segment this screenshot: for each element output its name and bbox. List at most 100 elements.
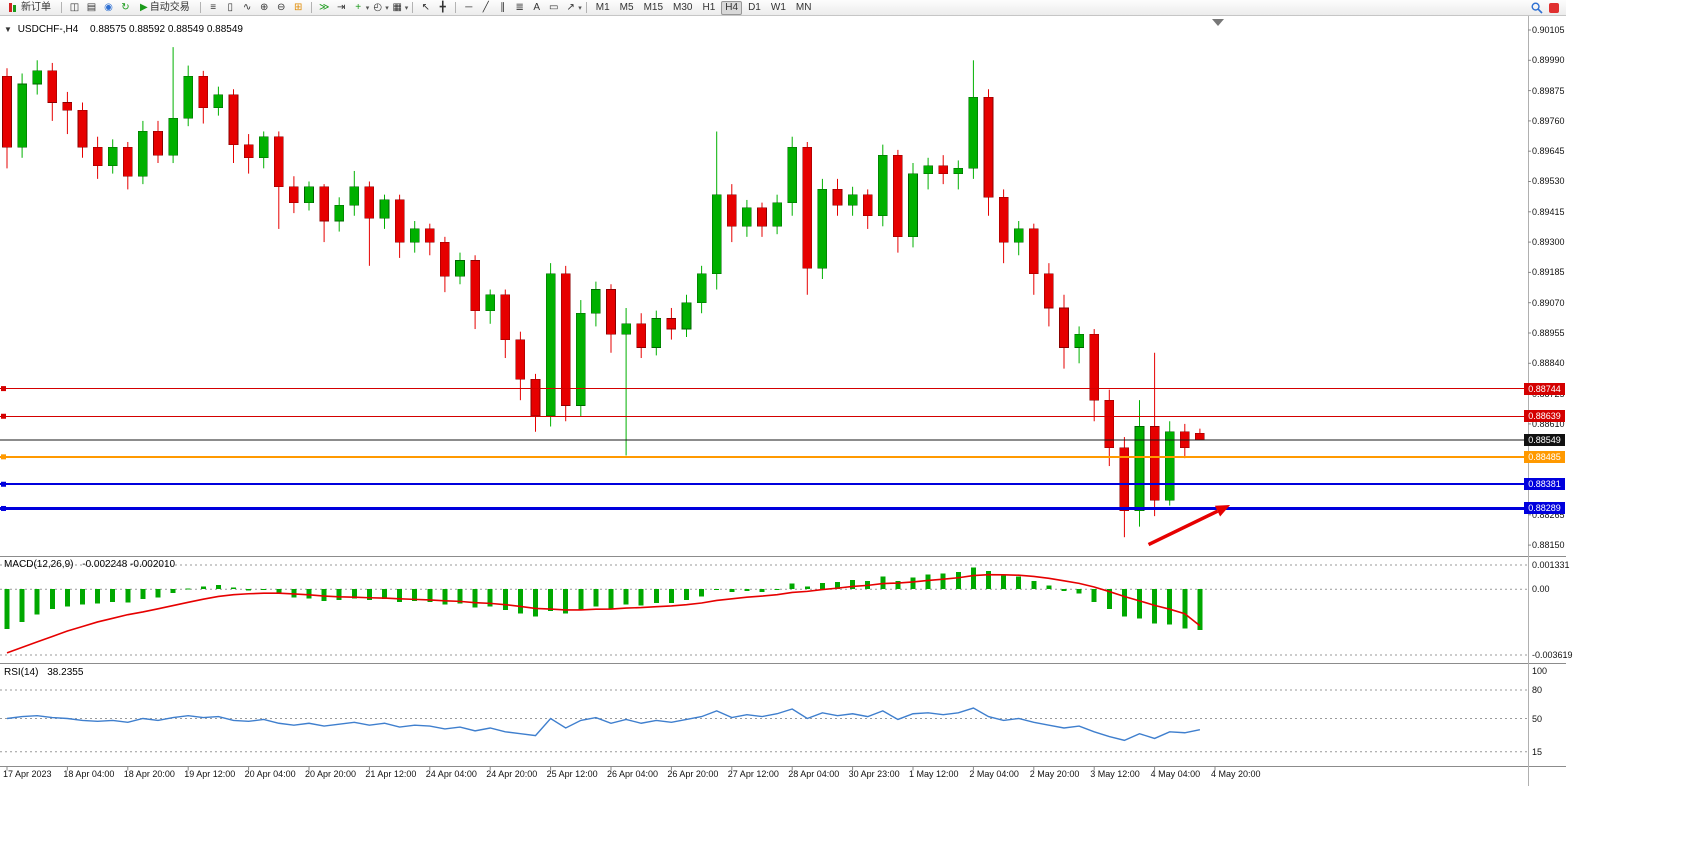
timeframe-m1[interactable]: M1: [595, 2, 610, 13]
chart-plot-area[interactable]: [0, 16, 1566, 786]
macd-histogram-bar: [668, 589, 674, 603]
profile-icon[interactable]: ◉: [104, 2, 113, 13]
macd-histogram-bar: [835, 581, 840, 590]
price-tick-label: 0.89530: [1532, 176, 1565, 187]
candle-body: [908, 173, 918, 238]
level-handle[interactable]: [1, 505, 6, 511]
rsi-axis-label: 50: [1532, 713, 1543, 724]
rsi-indicator-header: RSI(14) 38.2355: [4, 667, 83, 678]
toolbar-separator: [412, 2, 414, 13]
trendline-icon[interactable]: ╱: [482, 2, 489, 13]
candle-body: [696, 273, 707, 303]
candle-body: [470, 260, 480, 311]
crosshair-icon[interactable]: ╋: [439, 2, 446, 13]
templates-icon[interactable]: ▦: [392, 2, 402, 13]
candle-body: [62, 102, 73, 111]
candle-body: [289, 186, 299, 203]
macd-histogram-bar: [744, 589, 750, 592]
price-tick-label: 0.89300: [1532, 237, 1565, 248]
search-icon[interactable]: [1529, 1, 1544, 15]
timeframe-h1[interactable]: H1: [702, 2, 716, 13]
toolbar-separator: [61, 2, 62, 13]
chart-window-icon[interactable]: ◫: [69, 2, 80, 13]
level-handle[interactable]: [1, 386, 6, 392]
macd-signal-line: [6, 573, 1201, 654]
macd-axis-label: 0.00: [1532, 584, 1550, 595]
candlestick-chart-icon[interactable]: ▯: [227, 2, 233, 13]
timeframe-w1[interactable]: W1: [770, 2, 786, 13]
candle-body: [258, 136, 269, 159]
candle-body: [666, 318, 677, 330]
chart-shift-icon[interactable]: ⇥: [337, 2, 346, 13]
chevron-down-icon[interactable]: ▾: [385, 4, 389, 12]
price-badge-0.88289: 0.88289: [1524, 502, 1565, 515]
notification-badge[interactable]: [1549, 2, 1559, 13]
chevron-down-icon[interactable]: ▾: [404, 4, 409, 12]
macd-histogram-bar: [623, 589, 629, 605]
play-icon: ▶: [140, 2, 148, 13]
one-click-trading-toggle[interactable]: ▼: [4, 25, 12, 34]
candle-body: [198, 75, 209, 109]
timeframe-m15[interactable]: M15: [643, 2, 664, 13]
channel-icon[interactable]: ∥: [500, 2, 506, 13]
fibonacci-icon[interactable]: ≣: [515, 2, 524, 13]
candle-body: [485, 294, 496, 311]
chart-shift-marker[interactable]: [1212, 19, 1224, 26]
candle-body: [923, 165, 933, 174]
candle-body: [1195, 432, 1205, 441]
macd-histogram-bar: [986, 571, 991, 590]
chevron-down-icon[interactable]: ▾: [578, 4, 582, 12]
macd-histogram-bar: [246, 589, 252, 591]
candle-body: [1059, 307, 1069, 348]
time-label: 17 Apr 2023: [3, 769, 52, 779]
time-label: 20 Apr 20:00: [305, 769, 357, 779]
refresh-icon[interactable]: ↻: [121, 2, 130, 13]
auto-scroll-icon[interactable]: ≫: [318, 2, 330, 13]
timeframe-m30[interactable]: M30: [673, 2, 693, 13]
arrows-tool-icon[interactable]: ↗: [566, 2, 575, 13]
candle-body: [77, 110, 88, 148]
level-handle[interactable]: [1, 413, 6, 419]
macd-histogram-bar: [578, 589, 584, 611]
timeframe-mn[interactable]: MN: [795, 2, 812, 13]
annotation-arrow[interactable]: [1147, 509, 1219, 547]
new-order-button[interactable]: 新订单: [4, 1, 56, 15]
time-label: 24 Apr 20:00: [486, 769, 538, 779]
level-handle[interactable]: [1, 481, 6, 487]
horizontal-line-icon[interactable]: ─: [465, 2, 473, 13]
periods-icon[interactable]: ◴: [373, 2, 383, 13]
tile-windows-icon[interactable]: ⊞: [294, 2, 303, 13]
toolbar-separator: [310, 2, 312, 13]
text-tool-button[interactable]: A: [533, 2, 541, 13]
time-label: 4 May 20:00: [1211, 769, 1261, 779]
level-handle[interactable]: [1, 454, 6, 460]
bar-chart-icon[interactable]: ≡: [210, 2, 217, 13]
candle-body: [1074, 334, 1084, 348]
cursor-icon[interactable]: ↖: [421, 2, 430, 13]
price-tick-label: 0.90105: [1532, 25, 1565, 35]
text-label-icon[interactable]: ▭: [549, 2, 559, 13]
candle-body: [1044, 273, 1054, 309]
chevron-down-icon[interactable]: ▾: [365, 4, 370, 12]
timeframe-h4[interactable]: H4: [721, 0, 743, 15]
macd-histogram-bar: [49, 589, 55, 610]
candle-body: [575, 312, 586, 406]
macd-histogram-bar: [548, 589, 554, 612]
price-tick-label: 0.89070: [1532, 297, 1565, 308]
timeframe-d1[interactable]: D1: [748, 2, 761, 13]
annotation-arrow-head[interactable]: [1214, 505, 1231, 517]
candle-body: [1134, 426, 1145, 512]
auto-trading-button[interactable]: ▶ 自动交易: [135, 1, 195, 15]
candle-body: [243, 144, 254, 159]
indicators-icon[interactable]: +: [355, 2, 362, 13]
macd-histogram-bar: [789, 583, 795, 590]
candle-body: [953, 168, 964, 174]
zoom-in-icon[interactable]: ⊕: [260, 2, 269, 13]
zoom-out-icon[interactable]: ⊖: [277, 2, 286, 13]
time-label: 27 Apr 12:00: [727, 769, 779, 779]
candle-body: [621, 323, 631, 335]
chart-list-icon[interactable]: ▤: [86, 2, 97, 13]
macd-histogram-bar: [457, 589, 463, 604]
timeframe-m5[interactable]: M5: [619, 2, 634, 13]
line-chart-icon[interactable]: ∿: [243, 2, 252, 13]
